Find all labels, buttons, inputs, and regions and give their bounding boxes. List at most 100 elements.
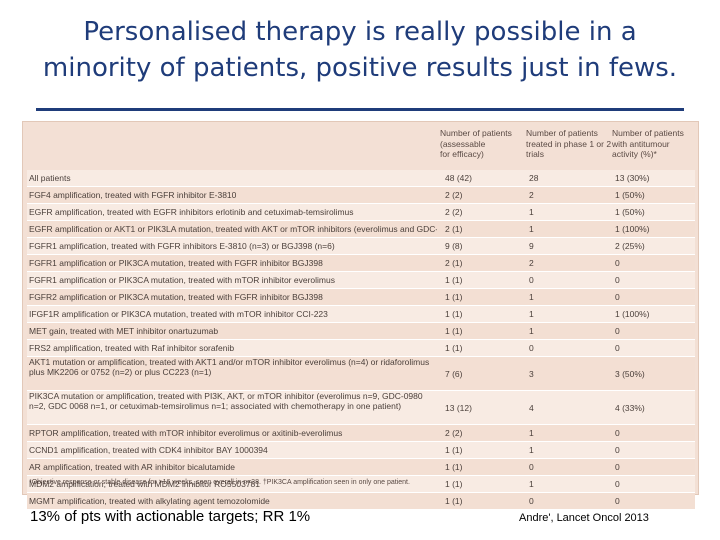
cell-activity: 0 [615, 462, 620, 472]
cell-treated: 3 [529, 369, 534, 379]
cell-treated: 28 [529, 173, 539, 183]
cell-activity: 1 (50%) [615, 190, 645, 200]
cell-assessable: 7 (6) [445, 369, 463, 379]
row-label: IFGF1R amplification or PIK3CA mutation,… [29, 309, 328, 319]
cell-assessable: 2 (2) [445, 190, 463, 200]
cell-assessable: 9 (8) [445, 241, 463, 251]
slide-title: Personalised therapy is really possible … [0, 14, 720, 86]
cell-treated: 0 [529, 275, 534, 285]
cell-activity: 1 (50%) [615, 207, 645, 217]
slide-title-line-1: Personalised therapy is really possible … [83, 17, 637, 47]
cell-treated: 1 [529, 479, 534, 489]
cell-activity: 0 [615, 258, 620, 268]
cell-treated: 1 [529, 292, 534, 302]
cell-treated: 1 [529, 309, 534, 319]
cell-activity: 1 (100%) [615, 309, 650, 319]
table-row: EGFR amplification or AKT1 or PIK3LA mut… [27, 221, 695, 238]
row-label: FGFR1 amplification or PIK3CA mutation, … [29, 258, 323, 268]
cell-treated: 0 [529, 343, 534, 353]
table-row: FGFR1 amplification, treated with FGFR i… [27, 238, 695, 255]
cell-assessable: 1 (1) [445, 496, 463, 506]
cell-assessable: 1 (1) [445, 275, 463, 285]
table-row: FGFR1 amplification or PIK3CA mutation, … [27, 272, 695, 289]
row-label: MDM2 amplification, treated with MDM2 in… [29, 479, 261, 489]
row-label: EGFR amplification or AKT1 or PIK3LA mut… [29, 224, 437, 234]
table-row: FGFR1 amplification or PIK3CA mutation, … [27, 255, 695, 272]
row-label: FGFR2 amplification or PIK3CA mutation, … [29, 292, 323, 302]
cell-activity: 0 [615, 275, 620, 285]
row-label: FGFR1 amplification or PIK3CA mutation, … [29, 275, 335, 285]
row-label: FRS2 amplification, treated with Raf inh… [29, 343, 235, 353]
slide-title-line-2: minority of patients, positive results j… [42, 53, 678, 83]
table-row: FRS2 amplification, treated with Raf inh… [27, 340, 695, 357]
cell-treated: 4 [529, 403, 534, 413]
row-label: PIK3CA mutation or amplification, treate… [29, 392, 423, 411]
column-header-activity: Number of patients with antitumour activit… [612, 128, 684, 159]
row-label: EGFR amplification, treated with EGFR in… [29, 207, 354, 217]
table-row: AKT1 mutation or amplification, treated … [27, 357, 695, 391]
column-header-assessable: Number of patients (assessable for efficac… [440, 128, 512, 159]
cell-treated: 1 [529, 445, 534, 455]
row-label: AKT1 mutation or amplification, treated … [29, 358, 430, 377]
table-row: MGMT amplification, treated with alkylat… [27, 493, 695, 510]
cell-treated: 1 [529, 428, 534, 438]
cell-activity: 0 [615, 445, 620, 455]
table-row: All patients 48 (42) 28 13 (30%) [27, 170, 695, 187]
table-row: RPTOR amplification, treated with mTOR i… [27, 425, 695, 442]
table-row: EGFR amplification, treated with EGFR in… [27, 204, 695, 221]
cell-activity: 0 [615, 496, 620, 506]
cell-assessable: 1 (1) [445, 445, 463, 455]
table-row: FGF4 amplification, treated with FGFR in… [27, 187, 695, 204]
table-row: IFGF1R amplification or PIK3CA mutation,… [27, 306, 695, 323]
cell-activity: 0 [615, 428, 620, 438]
row-label: AR amplification, treated with AR inhibi… [29, 462, 235, 472]
cell-activity: 0 [615, 343, 620, 353]
cell-treated: 0 [529, 496, 534, 506]
row-label: RPTOR amplification, treated with mTOR i… [29, 428, 343, 438]
cell-activity: 0 [615, 326, 620, 336]
cell-treated: 2 [529, 190, 534, 200]
cell-activity: 1 (100%) [615, 224, 650, 234]
table-row: MET gain, treated with MET inhibitor ona… [27, 323, 695, 340]
cell-activity: 13 (30%) [615, 173, 650, 183]
cell-treated: 1 [529, 207, 534, 217]
cell-treated: 2 [529, 258, 534, 268]
cell-assessable: 1 (1) [445, 479, 463, 489]
cell-assessable: 1 (1) [445, 309, 463, 319]
cell-assessable: 13 (12) [445, 403, 472, 413]
row-label: FGF4 amplification, treated with FGFR in… [29, 190, 237, 200]
cell-activity: 2 (25%) [615, 241, 645, 251]
cell-treated: 9 [529, 241, 534, 251]
cell-assessable: 2 (2) [445, 207, 463, 217]
column-header-treated: Number of patients treated in phase 1 or … [526, 128, 612, 159]
cell-activity: 3 (50%) [615, 369, 645, 379]
cell-assessable: 2 (1) [445, 224, 463, 234]
row-label: All patients [29, 173, 71, 183]
row-label: MGMT amplification, treated with alkylat… [29, 496, 270, 506]
cell-assessable: 48 (42) [445, 173, 472, 183]
table-row: CCND1 amplification, treated with CDK4 i… [27, 442, 695, 459]
table-row: FGFR2 amplification or PIK3CA mutation, … [27, 289, 695, 306]
cell-activity: 0 [615, 292, 620, 302]
cell-assessable: 1 (1) [445, 343, 463, 353]
row-label: CCND1 amplification, treated with CDK4 i… [29, 445, 268, 455]
table-row: MDM2 amplification, treated with MDM2 in… [27, 476, 695, 493]
row-label: FGFR1 amplification, treated with FGFR i… [29, 241, 335, 251]
title-underline [36, 108, 684, 111]
table-row: AR amplification, treated with AR inhibi… [27, 459, 695, 476]
cell-assessable: 1 (1) [445, 462, 463, 472]
summary-text: 13% of pts with actionable targets; RR 1… [30, 508, 311, 525]
cell-assessable: 2 (1) [445, 258, 463, 268]
cell-treated: 1 [529, 326, 534, 336]
results-table: Number of patients (assessable for efficac… [22, 121, 699, 510]
citation: Andre', Lancet Oncol 2013 [519, 512, 649, 524]
cell-assessable: 2 (2) [445, 428, 463, 438]
table-footnote: *Objective response or stable disease fo… [29, 479, 410, 486]
cell-treated: 0 [529, 462, 534, 472]
cell-treated: 1 [529, 224, 534, 234]
table-row: PIK3CA mutation or amplification, treate… [27, 391, 695, 425]
cell-activity: 0 [615, 479, 620, 489]
cell-assessable: 1 (1) [445, 292, 463, 302]
cell-assessable: 1 (1) [445, 326, 463, 336]
cell-activity: 4 (33%) [615, 403, 645, 413]
